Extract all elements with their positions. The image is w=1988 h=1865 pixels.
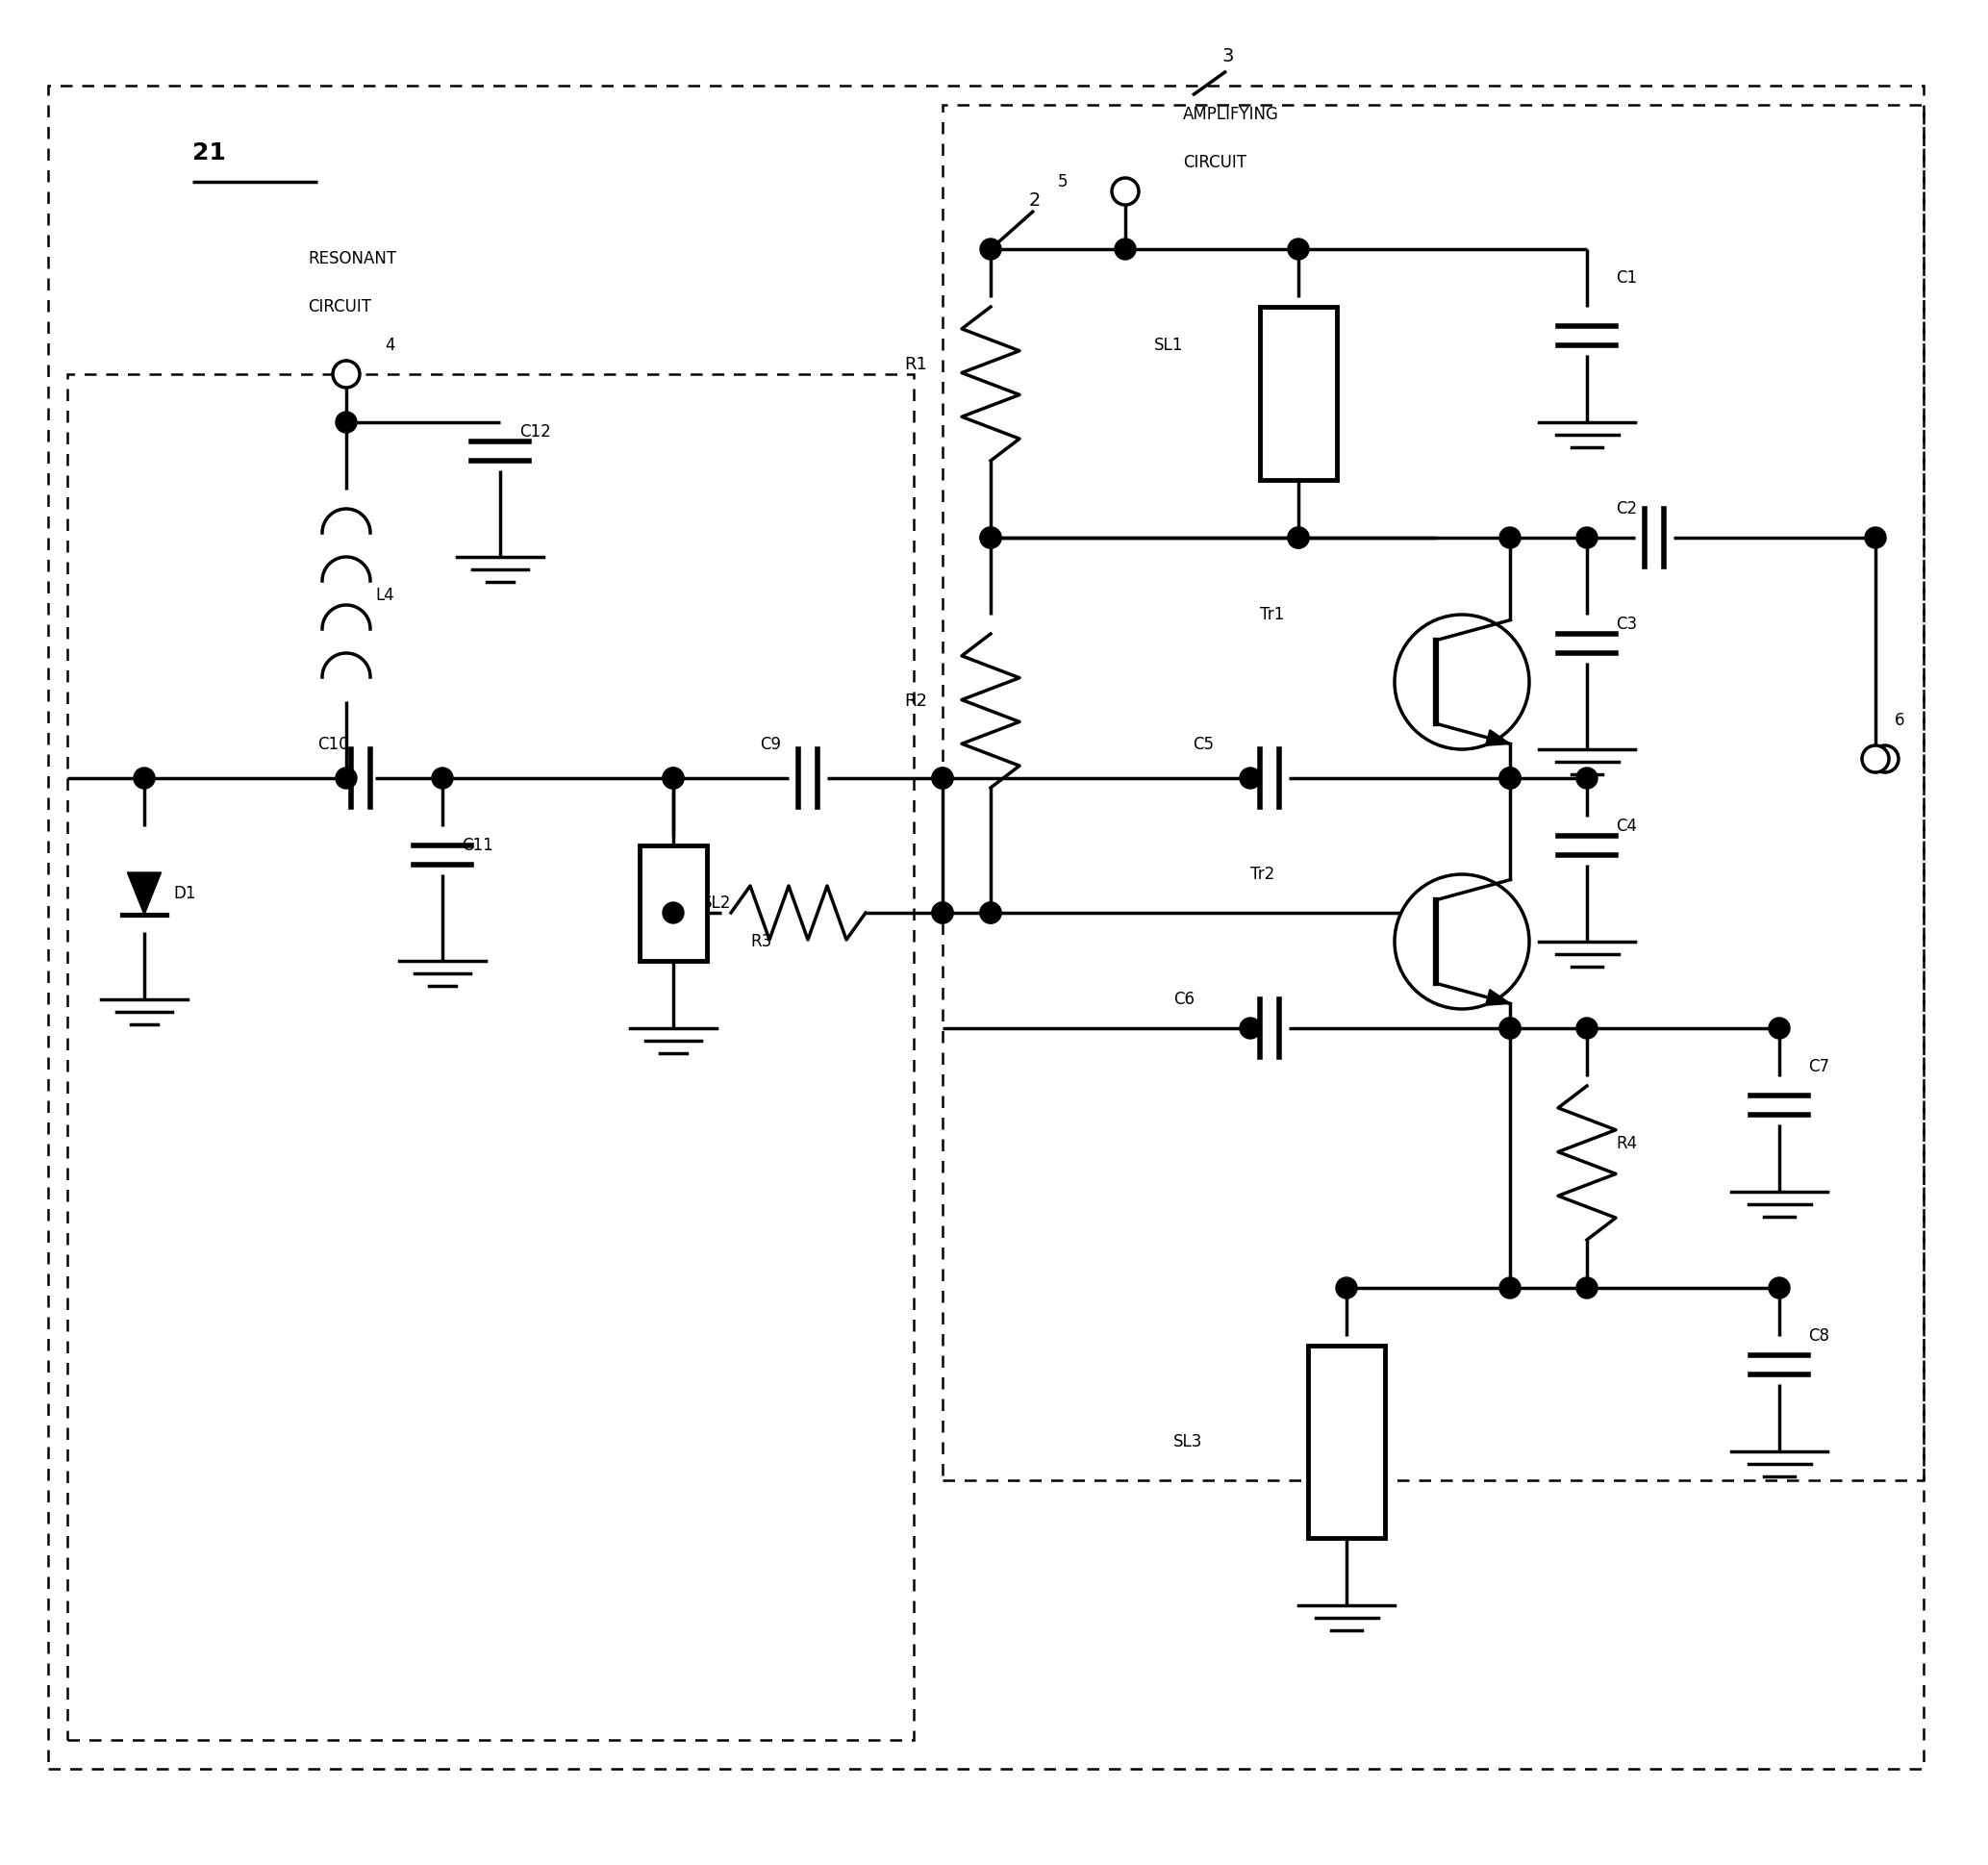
Text: C11: C11 (461, 837, 493, 854)
Text: SL2: SL2 (702, 895, 732, 912)
Text: CIRCUIT: CIRCUIT (1183, 155, 1246, 172)
Circle shape (1871, 746, 1899, 772)
Circle shape (1499, 1018, 1521, 1039)
Text: 21: 21 (193, 142, 227, 164)
Circle shape (1499, 1018, 1521, 1039)
Text: R2: R2 (905, 692, 926, 711)
Circle shape (1241, 1018, 1260, 1039)
Text: Tr2: Tr2 (1250, 865, 1274, 882)
Text: C6: C6 (1173, 990, 1195, 1007)
Circle shape (1499, 768, 1521, 789)
Text: R3: R3 (749, 932, 771, 951)
Text: 5: 5 (1058, 173, 1068, 190)
Text: SL1: SL1 (1155, 338, 1183, 354)
Text: 3: 3 (1221, 48, 1233, 65)
Circle shape (980, 903, 1002, 923)
Text: C3: C3 (1616, 615, 1636, 632)
Bar (68, 375, 914, 1740)
Text: C1: C1 (1616, 269, 1636, 287)
Text: C2: C2 (1616, 500, 1636, 517)
Text: 4: 4 (386, 338, 396, 354)
Bar (1308, 1347, 1386, 1539)
Text: D1: D1 (173, 884, 195, 903)
Circle shape (932, 768, 952, 789)
Circle shape (1499, 528, 1521, 548)
Text: 6: 6 (1895, 712, 1905, 729)
Text: C9: C9 (759, 737, 781, 753)
Circle shape (1769, 1278, 1789, 1298)
Text: C12: C12 (519, 423, 551, 440)
Circle shape (1576, 528, 1598, 548)
Text: C5: C5 (1193, 737, 1215, 753)
Bar (942, 104, 1924, 1481)
Polygon shape (1485, 729, 1511, 746)
Circle shape (980, 239, 1002, 259)
Circle shape (336, 768, 356, 789)
Text: CIRCUIT: CIRCUIT (308, 298, 372, 315)
Circle shape (1499, 1278, 1521, 1298)
Circle shape (662, 903, 684, 923)
Circle shape (1863, 746, 1889, 772)
Circle shape (932, 768, 952, 789)
Text: AMPLIFYING: AMPLIFYING (1183, 106, 1278, 123)
Circle shape (980, 903, 1002, 923)
Circle shape (1111, 177, 1139, 205)
Circle shape (980, 528, 1002, 548)
Polygon shape (1485, 990, 1511, 1005)
Text: C4: C4 (1616, 817, 1636, 836)
Text: R4: R4 (1616, 1136, 1636, 1153)
Text: L4: L4 (376, 587, 394, 604)
Circle shape (980, 528, 1002, 548)
Circle shape (662, 768, 684, 789)
Circle shape (1499, 768, 1521, 789)
Circle shape (1288, 528, 1308, 548)
Circle shape (932, 903, 952, 923)
Circle shape (1576, 768, 1598, 789)
Circle shape (1115, 239, 1135, 259)
Text: C10: C10 (318, 737, 348, 753)
Circle shape (1394, 615, 1529, 750)
Text: 2: 2 (1030, 192, 1042, 211)
Text: C8: C8 (1809, 1328, 1829, 1345)
Circle shape (1241, 768, 1260, 789)
Text: Tr1: Tr1 (1260, 606, 1284, 623)
Circle shape (1576, 1278, 1598, 1298)
Circle shape (1865, 528, 1887, 548)
Text: SL3: SL3 (1173, 1432, 1203, 1451)
Polygon shape (127, 873, 161, 914)
Circle shape (662, 768, 684, 789)
Text: R1: R1 (905, 356, 926, 373)
Circle shape (1394, 875, 1529, 1009)
Circle shape (1288, 528, 1308, 548)
Circle shape (932, 903, 952, 923)
Bar (1260, 308, 1336, 479)
Circle shape (431, 768, 453, 789)
Circle shape (1769, 1018, 1789, 1039)
Text: C7: C7 (1809, 1057, 1829, 1076)
Circle shape (1288, 239, 1308, 259)
Circle shape (1336, 1278, 1358, 1298)
Circle shape (1499, 768, 1521, 789)
Bar (640, 845, 708, 960)
Circle shape (1576, 1018, 1598, 1039)
Circle shape (336, 412, 356, 433)
Circle shape (133, 768, 155, 789)
Text: RESONANT: RESONANT (308, 250, 396, 267)
Circle shape (332, 360, 360, 388)
